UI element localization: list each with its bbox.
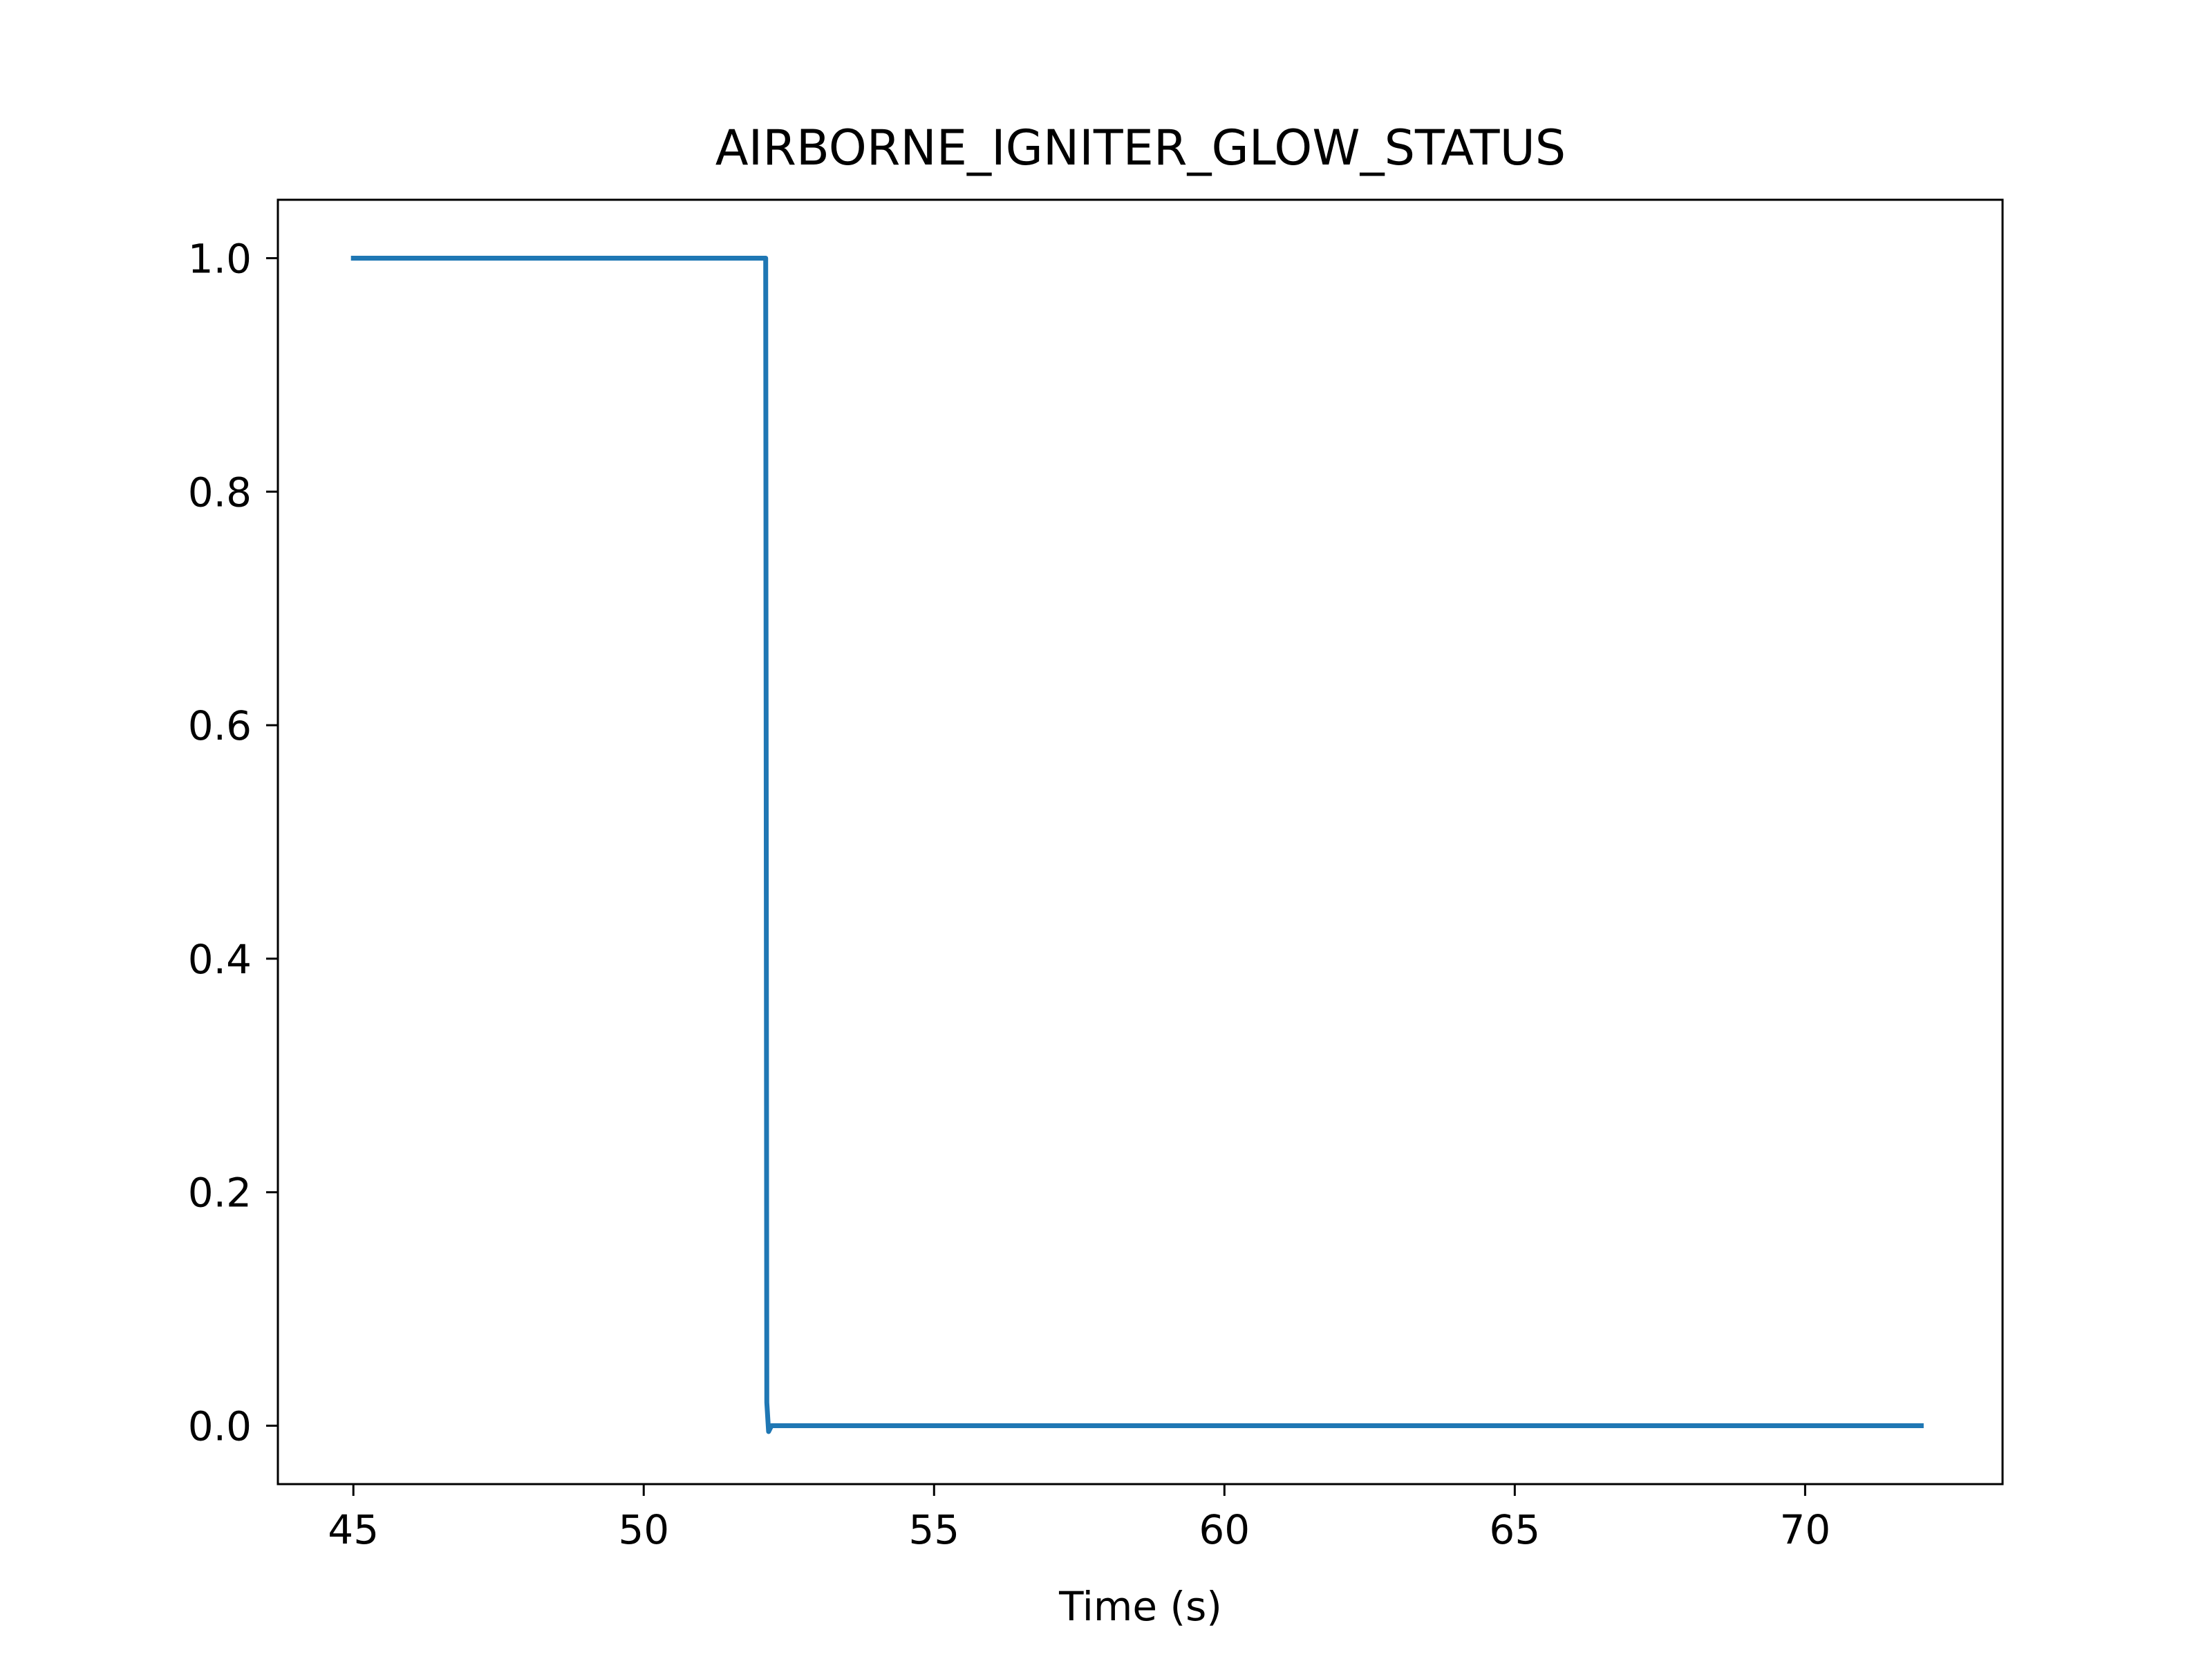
y-axis: 0.0 0.2 0.4 0.6 0.8 1.0 bbox=[188, 235, 278, 1450]
series-line-1 bbox=[350, 256, 1924, 1434]
series-layer bbox=[350, 256, 1924, 1434]
x-tick-label: 65 bbox=[1489, 1506, 1540, 1553]
chart-title: AIRBORNE_IGNITER_GLOW_STATUS bbox=[715, 120, 1566, 176]
y-tick-label: 0.4 bbox=[188, 936, 252, 983]
y-tick-label: 0.2 bbox=[188, 1170, 252, 1217]
y-tick-label: 1.0 bbox=[188, 235, 252, 282]
y-tick-label: 0.6 bbox=[188, 702, 252, 749]
x-tick-label: 70 bbox=[1779, 1506, 1830, 1553]
x-axis-label: Time (s) bbox=[1058, 1583, 1222, 1630]
y-tick-label: 0.8 bbox=[188, 469, 252, 516]
x-axis: 45 50 55 60 65 70 bbox=[328, 1484, 1830, 1553]
plot-frame bbox=[276, 198, 2004, 1485]
x-tick-label: 60 bbox=[1199, 1506, 1250, 1553]
y-tick-label: 0.0 bbox=[188, 1403, 252, 1450]
x-tick-label: 45 bbox=[328, 1506, 379, 1553]
x-tick-label: 50 bbox=[618, 1506, 669, 1553]
x-tick-label: 55 bbox=[908, 1506, 959, 1553]
